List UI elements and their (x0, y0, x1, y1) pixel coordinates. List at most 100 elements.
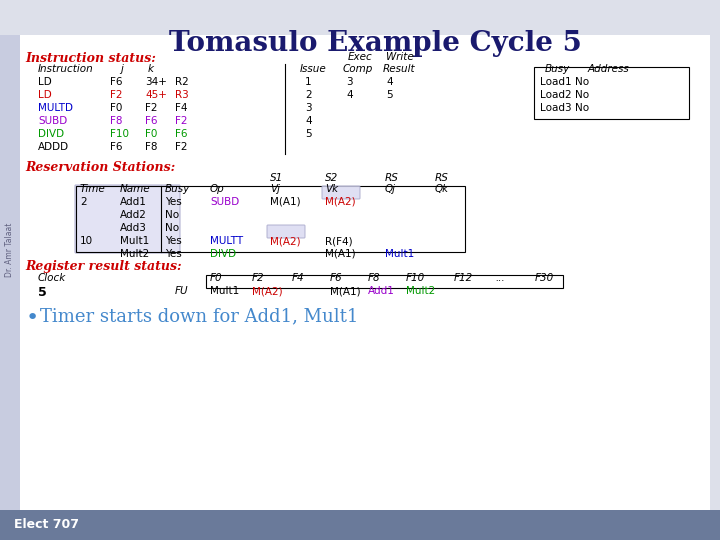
Text: Busy: Busy (165, 184, 190, 194)
FancyBboxPatch shape (322, 186, 360, 199)
Text: M(A1): M(A1) (270, 197, 301, 207)
Text: RS: RS (385, 173, 399, 183)
Text: LD: LD (38, 90, 52, 100)
Text: No: No (575, 90, 589, 100)
Bar (534, 67, 689, 119)
Text: MULTD: MULTD (38, 103, 73, 113)
Text: Qj: Qj (385, 184, 396, 194)
Bar (20, 35, 710, 510)
Text: F10: F10 (406, 273, 426, 283)
Text: 5: 5 (38, 286, 47, 299)
Text: •: • (26, 308, 40, 328)
Text: No: No (575, 103, 589, 113)
Text: S1: S1 (270, 173, 283, 183)
Text: SUBD: SUBD (210, 197, 239, 207)
Text: Yes: Yes (165, 249, 181, 259)
Text: k: k (148, 64, 154, 74)
Bar (0, 35, 20, 510)
Text: Add3: Add3 (120, 223, 147, 233)
Text: LD: LD (38, 77, 52, 87)
Bar (76, 186, 465, 252)
Text: 2: 2 (305, 90, 312, 100)
Text: Vj: Vj (270, 184, 280, 194)
Text: 34+: 34+ (145, 77, 167, 87)
Text: Qk: Qk (435, 184, 449, 194)
Text: F2: F2 (252, 273, 265, 283)
Text: Register result status:: Register result status: (25, 260, 181, 273)
Text: Busy: Busy (545, 64, 570, 74)
Text: M(A1): M(A1) (325, 249, 356, 259)
Text: Mult2: Mult2 (120, 249, 149, 259)
Text: Yes: Yes (165, 197, 181, 207)
Text: FU: FU (175, 286, 189, 296)
Text: F30: F30 (535, 273, 554, 283)
Text: Dr. Amr Talaat: Dr. Amr Talaat (6, 223, 14, 277)
Text: F0: F0 (210, 273, 222, 283)
Text: RS: RS (435, 173, 449, 183)
Text: F4: F4 (175, 103, 187, 113)
Text: F2: F2 (175, 142, 187, 152)
Text: SUBD: SUBD (38, 116, 67, 126)
Text: Instruction status:: Instruction status: (25, 52, 156, 65)
Text: F6: F6 (145, 116, 158, 126)
Text: F2: F2 (175, 116, 187, 126)
Text: Load2: Load2 (540, 90, 572, 100)
Text: F8: F8 (110, 116, 122, 126)
Text: Instruction: Instruction (38, 64, 94, 74)
Text: F2: F2 (110, 90, 122, 100)
Text: F8: F8 (145, 142, 158, 152)
Text: 3: 3 (305, 103, 312, 113)
Text: 45+: 45+ (145, 90, 167, 100)
Text: F12: F12 (454, 273, 473, 283)
Text: Add1: Add1 (120, 197, 147, 207)
Text: DIVD: DIVD (210, 249, 236, 259)
Text: No: No (575, 77, 589, 87)
Bar (206, 275, 563, 288)
Text: Load1: Load1 (540, 77, 572, 87)
Text: F8: F8 (368, 273, 381, 283)
Text: F6: F6 (330, 273, 343, 283)
Text: 1: 1 (305, 77, 312, 87)
Text: Clock: Clock (38, 273, 66, 283)
Text: 4: 4 (346, 90, 353, 100)
Text: 5: 5 (305, 129, 312, 139)
Text: Mult1: Mult1 (385, 249, 414, 259)
Text: M(A1): M(A1) (330, 286, 361, 296)
Text: Add1: Add1 (368, 286, 395, 296)
Text: Result: Result (383, 64, 415, 74)
Text: 3: 3 (346, 77, 353, 87)
Text: Elect 707: Elect 707 (14, 518, 79, 531)
Text: F10: F10 (110, 129, 129, 139)
Text: M(A2): M(A2) (270, 236, 301, 246)
Text: F0: F0 (110, 103, 122, 113)
Text: Timer starts down for Add1, Mult1: Timer starts down for Add1, Mult1 (40, 307, 359, 325)
FancyBboxPatch shape (267, 225, 305, 238)
Text: Mult2: Mult2 (406, 286, 436, 296)
Text: R2: R2 (175, 77, 189, 87)
Text: R3: R3 (175, 90, 189, 100)
Text: ...: ... (495, 273, 505, 283)
Text: S2: S2 (325, 173, 338, 183)
Text: DIVD: DIVD (38, 129, 64, 139)
Text: Address: Address (588, 64, 630, 74)
Text: 10: 10 (80, 236, 93, 246)
Text: Vk: Vk (325, 184, 338, 194)
Text: Mult1: Mult1 (120, 236, 149, 246)
Text: M(A2): M(A2) (252, 286, 283, 296)
Text: R(F4): R(F4) (325, 236, 353, 246)
Text: Reservation Stations:: Reservation Stations: (25, 161, 175, 174)
Text: Tomasulo Example Cycle 5: Tomasulo Example Cycle 5 (168, 30, 582, 57)
Text: F6: F6 (175, 129, 187, 139)
Text: 2: 2 (80, 197, 86, 207)
Text: ADDD: ADDD (38, 142, 69, 152)
Text: Op: Op (210, 184, 225, 194)
Text: Exec: Exec (348, 52, 373, 62)
Text: 4: 4 (305, 116, 312, 126)
Text: Write: Write (386, 52, 414, 62)
Text: F0: F0 (145, 129, 158, 139)
Text: F6: F6 (110, 142, 122, 152)
Text: 4: 4 (386, 77, 392, 87)
Text: F2: F2 (145, 103, 158, 113)
Text: Yes: Yes (165, 236, 181, 246)
Bar (0, 510, 720, 540)
